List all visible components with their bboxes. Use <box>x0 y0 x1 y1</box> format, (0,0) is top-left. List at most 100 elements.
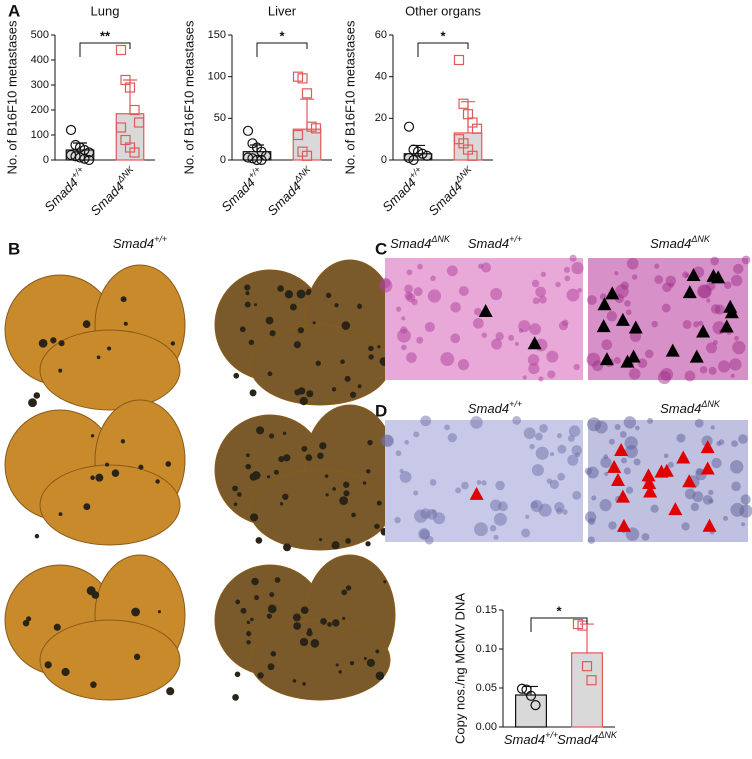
tissue <box>706 298 711 303</box>
tissue <box>378 279 393 293</box>
data-point <box>408 144 419 155</box>
metastasis <box>61 667 70 677</box>
tissue <box>604 471 609 477</box>
tissue <box>600 456 612 468</box>
lung-lobe <box>39 464 181 546</box>
tissue <box>446 265 458 277</box>
tissue <box>567 454 579 466</box>
tissue <box>562 509 568 515</box>
metastasis <box>267 604 277 614</box>
significance: * <box>279 28 285 43</box>
metastasis <box>383 580 387 584</box>
arrowhead <box>702 518 717 532</box>
tissue <box>684 370 696 382</box>
tissue <box>447 433 457 443</box>
arrowhead <box>668 502 683 516</box>
tissue <box>584 467 592 475</box>
arrowhead <box>628 320 643 334</box>
tissue <box>404 440 409 445</box>
metastasis <box>28 398 37 408</box>
data-point <box>403 121 415 132</box>
arrowhead <box>719 319 734 333</box>
tissue <box>413 431 420 438</box>
metastasis <box>338 670 342 674</box>
significance: ** <box>100 28 111 43</box>
x-tick-label: Smad4+/+ <box>217 164 267 214</box>
metastasis <box>58 340 65 347</box>
tissue <box>698 320 704 326</box>
metastasis <box>270 651 277 657</box>
tissue <box>461 481 469 490</box>
tissue <box>472 317 484 329</box>
tissue <box>399 471 412 483</box>
metastasis <box>240 607 247 614</box>
metastasis <box>265 316 274 325</box>
metastasis <box>269 592 275 598</box>
chart-title: Lung <box>91 3 120 18</box>
metastasis <box>279 502 284 506</box>
tissue <box>730 274 743 287</box>
y-tick-label: 60 <box>375 29 387 41</box>
metastasis <box>107 346 112 351</box>
metastasis <box>253 303 257 307</box>
tissue <box>711 457 722 469</box>
metastasis <box>282 431 287 435</box>
tissue <box>613 356 621 364</box>
metastasis <box>340 359 345 365</box>
tissue <box>458 286 469 297</box>
data-point <box>301 150 313 161</box>
tissue <box>556 433 562 439</box>
metastasis <box>341 589 348 596</box>
metastasis <box>232 485 238 492</box>
arrowhead <box>700 440 715 454</box>
metastasis <box>343 490 350 497</box>
y-tick-label: 500 <box>31 29 49 41</box>
panel-letter: C <box>375 239 387 258</box>
metastasis <box>305 454 313 461</box>
metastasis <box>339 496 348 505</box>
tissue <box>557 472 565 481</box>
metastasis <box>266 475 271 479</box>
arrowhead <box>596 319 611 333</box>
tissue <box>529 323 542 335</box>
metastasis <box>349 391 357 398</box>
tissue <box>395 450 402 457</box>
x-tick-label: Smad4ΔNK <box>424 164 479 219</box>
tissue <box>411 298 418 306</box>
y-tick-label: 100 <box>31 129 49 141</box>
arrowhead <box>616 518 631 532</box>
metastasis <box>332 487 336 491</box>
tissue <box>718 360 731 373</box>
tissue <box>626 257 639 270</box>
metastasis <box>120 296 127 303</box>
y-tick-label: 40 <box>375 71 387 83</box>
tissue <box>535 446 549 460</box>
data-point <box>297 73 308 84</box>
y-tick-label: 0 <box>220 154 226 166</box>
tissue <box>710 425 715 430</box>
metastasis <box>251 471 261 480</box>
tissue <box>534 432 543 441</box>
genotype-label: Smad4+/+ <box>113 234 167 251</box>
tissue <box>521 528 531 538</box>
tissue <box>676 433 686 443</box>
tissue <box>547 370 556 379</box>
y-axis-label: No. of B16F10 metastases <box>181 20 196 174</box>
tissue <box>535 286 546 298</box>
tissue <box>714 304 725 315</box>
metastasis <box>246 631 252 637</box>
metastasis <box>299 637 309 647</box>
tissue <box>647 417 654 424</box>
y-tick-label: 0 <box>381 154 387 166</box>
tissue <box>495 332 504 341</box>
tissue <box>592 360 603 372</box>
metastasis <box>96 355 101 360</box>
tissue <box>591 495 597 501</box>
tissue <box>654 263 660 269</box>
arrowhead <box>469 486 484 500</box>
tissue <box>489 525 497 532</box>
metastasis <box>120 439 126 444</box>
tissue <box>538 376 544 382</box>
tissue <box>555 281 561 288</box>
y-tick-label: 20 <box>375 112 387 124</box>
